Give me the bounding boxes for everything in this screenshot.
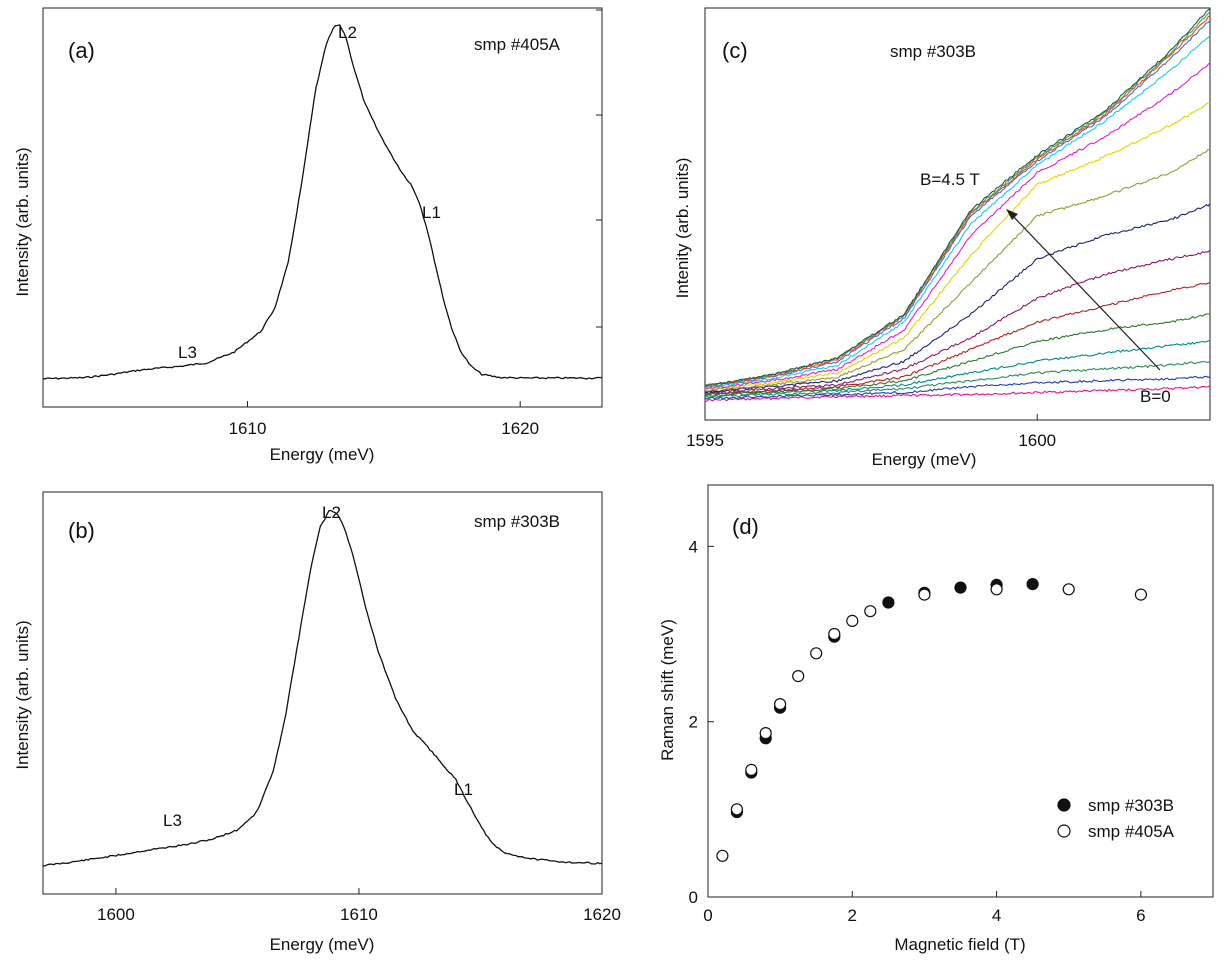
panel-c-spectrum-16 xyxy=(704,8,1211,387)
panel-a-label: (a) xyxy=(68,38,95,63)
panel-a: 1610 1620 (a) smp #405A Energy (meV) Inte… xyxy=(13,7,603,464)
panel-c-spectrum-4 xyxy=(704,339,1211,397)
panel-b-ticks: 1600 1610 1620 xyxy=(97,888,621,924)
point-smp-405a xyxy=(792,669,805,683)
panel-a-xtick-label: 1610 xyxy=(229,419,267,438)
point-smp-405a xyxy=(864,605,877,618)
panel-a-frame xyxy=(42,7,603,408)
panel-b-label: (b) xyxy=(68,518,95,543)
point-smp-405a xyxy=(918,588,931,601)
panel-a-xlabel: Energy (meV) xyxy=(270,445,375,464)
panel-c-spectrum-8 xyxy=(704,203,1211,394)
panel-c-spectrum-2 xyxy=(704,375,1211,400)
panel-d: 0 2 4 6 0 2 4 (d) Magnetic field (T) Raman shi… xyxy=(658,484,1214,954)
panel-b-xtick-label: 1620 xyxy=(583,905,621,924)
panel-d-label: (d) xyxy=(732,514,759,539)
panel-c-spectrum-6 xyxy=(704,282,1210,395)
panel-a-xtick-label: 1620 xyxy=(501,419,539,438)
point-smp-405a xyxy=(810,647,823,660)
point-smp-405a xyxy=(1062,583,1075,596)
panel-c-spectrum-12 xyxy=(704,35,1211,389)
panel-c-spectrum-10 xyxy=(704,102,1211,391)
panel-a-sample-label: smp #405A xyxy=(474,35,561,54)
panel-a-annotation-l3: L3 xyxy=(178,343,197,362)
panel-c-field-arrowhead xyxy=(1006,209,1018,220)
panel-d-xtick-label: 6 xyxy=(1136,906,1145,925)
panel-c-annotation-field-zero: B=0 xyxy=(1140,387,1171,406)
panel-c-spectrum-9 xyxy=(704,148,1211,392)
panel-a-ticks: 1610 1620 xyxy=(229,9,602,438)
panel-b-frame xyxy=(42,491,603,895)
panel-b-annotation-l2: L2 xyxy=(322,503,341,522)
panel-d-legend: smp #303B smp #405A xyxy=(1057,796,1175,841)
panel-c-ticks: 1595 1600 xyxy=(686,414,1056,450)
panel-b: 1600 1610 1620 (b) smp #303B Energy (meV) … xyxy=(13,491,621,954)
panel-a-spectrum-line xyxy=(42,24,603,380)
panel-d-ytick-label: 2 xyxy=(689,713,698,732)
panel-c-spectrum-7 xyxy=(704,249,1211,394)
panel-c-xtick-label: 1600 xyxy=(1018,431,1056,450)
panel-d-xlabel: Magnetic field (T) xyxy=(894,935,1025,954)
panel-b-annotation-l3: L3 xyxy=(163,811,182,830)
panel-c-ylabel: Intenity (arb. units) xyxy=(673,158,692,299)
panel-c-xlabel: Energy (meV) xyxy=(872,450,977,469)
panel-c: 1595 1600 (c) smp #303B Energy (meV) Inte… xyxy=(673,7,1211,469)
panel-c-spectrum-3 xyxy=(704,360,1211,398)
panel-c-sample-label: smp #303B xyxy=(890,42,976,61)
panel-c-spectrum-1 xyxy=(705,385,1211,402)
panel-c-spectra xyxy=(704,8,1211,402)
point-smp-303b xyxy=(882,596,895,609)
point-smp-303b xyxy=(954,581,967,594)
panel-c-spectrum-14 xyxy=(704,14,1211,387)
panel-b-xlabel: Energy (meV) xyxy=(270,935,375,954)
panel-c-spectrum-11 xyxy=(704,62,1211,390)
panel-c-annotation-field-max: B=4.5 T xyxy=(920,170,980,189)
panel-b-ylabel: Intensity (arb. units) xyxy=(13,620,32,769)
panel-b-spectrum-line xyxy=(42,509,603,867)
panel-c-label: (c) xyxy=(722,38,748,63)
panel-b-sample-label: smp #303B xyxy=(474,512,560,531)
panel-d-xtick-label: 4 xyxy=(992,906,1001,925)
panel-d-ytick-label: 4 xyxy=(689,537,698,556)
legend-label-303b: smp #303B xyxy=(1088,796,1174,815)
point-smp-405a xyxy=(773,697,787,711)
legend-marker-open xyxy=(1057,824,1071,838)
point-smp-405a xyxy=(759,726,772,740)
legend-label-405a: smp #405A xyxy=(1088,822,1175,841)
panel-d-ytick-label: 0 xyxy=(689,888,698,907)
panel-d-xtick-label: 0 xyxy=(703,906,712,925)
point-smp-405a xyxy=(828,627,841,641)
point-smp-405a xyxy=(716,849,729,862)
panel-c-spectrum-15 xyxy=(704,11,1211,387)
point-smp-405a xyxy=(730,803,744,816)
panel-b-xtick-label: 1610 xyxy=(340,905,378,924)
point-smp-303b xyxy=(1026,577,1039,591)
point-smp-405a xyxy=(846,614,859,628)
point-smp-405a xyxy=(745,763,758,777)
panel-d-ylabel: Raman shift (meV) xyxy=(658,619,677,761)
point-smp-405a xyxy=(990,583,1003,596)
panel-c-xtick-label: 1595 xyxy=(686,431,724,450)
panel-d-ticks: 0 2 4 6 0 2 4 xyxy=(689,537,1146,925)
panel-a-annotation-l1: L1 xyxy=(422,203,441,222)
legend-marker-filled xyxy=(1057,798,1071,812)
panel-b-annotation-l1: L1 xyxy=(454,780,473,799)
panel-a-annotation-l2: L2 xyxy=(338,23,357,42)
panel-a-ylabel: Intensity (arb. units) xyxy=(13,147,32,296)
panel-c-spectrum-13 xyxy=(704,20,1211,388)
point-smp-405a xyxy=(1134,588,1148,601)
panel-b-xtick-label: 1600 xyxy=(97,905,135,924)
panel-c-frame xyxy=(704,7,1211,421)
panel-d-frame xyxy=(707,484,1214,898)
panel-d-xtick-label: 2 xyxy=(848,906,857,925)
panel-c-field-arrow xyxy=(1009,212,1161,371)
panel-d-points xyxy=(716,577,1148,862)
panel-c-spectrum-5 xyxy=(704,313,1211,396)
